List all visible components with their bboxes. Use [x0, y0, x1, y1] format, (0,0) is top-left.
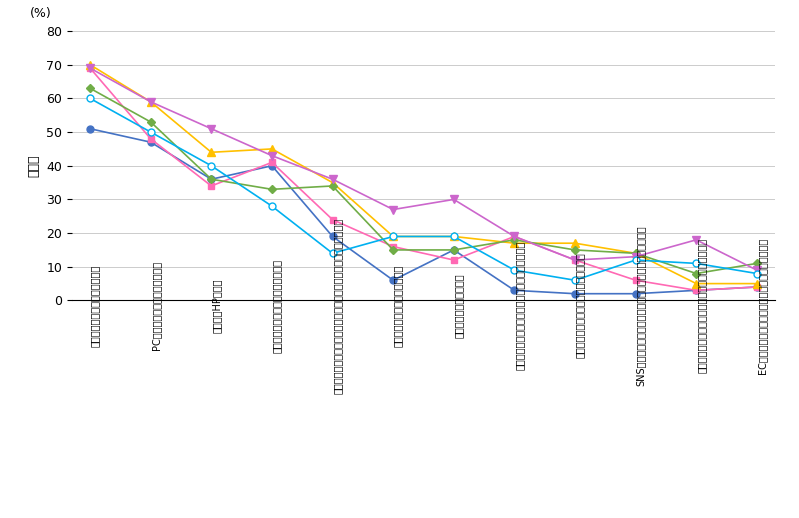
商業・流通業（N=103）: [328, 183, 337, 189]
サービス業（N=78）: [388, 233, 398, 239]
製造業（N=129）: [691, 287, 701, 293]
Text: 外部向けHPを開設: 外部向けHPを開設: [211, 278, 221, 333]
Text: インターネット接続サービスを利用: インターネット接続サービスを利用: [272, 258, 282, 353]
農林水産業・鉱業（N=47）: [449, 247, 459, 253]
情報通信業（N=129）: [449, 196, 459, 203]
商業・流通業（N=103）: [85, 85, 95, 91]
Text: 社内でネットワーク化している: 社内でネットワーク化している: [90, 265, 100, 347]
情報通信業（N=129）: [328, 176, 337, 182]
商業・流通業（N=103）: [631, 250, 641, 256]
製造業（N=129）: [206, 183, 216, 189]
エネルギー・インフラ業（N=134）: [752, 281, 761, 287]
エネルギー・インフラ業（N=134）: [388, 233, 398, 239]
サービス業（N=78）: [146, 129, 156, 135]
Text: ホスティングサービス・ハウジングサービスを利用: ホスティングサービス・ハウジングサービスを利用: [696, 238, 706, 373]
エネルギー・インフラ業（N=134）: [267, 146, 276, 152]
サービス業（N=78）: [206, 163, 216, 169]
サービス業（N=78）: [510, 267, 519, 274]
Line: サービス業（N=78）: サービス業（N=78）: [86, 95, 761, 284]
情報通信業（N=129）: [510, 233, 519, 239]
Text: 外部委託等で独自の業務システムを構築: 外部委託等で独自の業務システムを構築: [575, 253, 585, 358]
Text: 社外（取引先・顧客等）を含めてネットワーク化: 社外（取引先・顧客等）を含めてネットワーク化: [515, 241, 524, 370]
商業・流通業（N=103）: [449, 247, 459, 253]
製造業（N=129）: [510, 233, 519, 239]
農林水産業・鉱業（N=47）: [146, 139, 156, 146]
農林水産業・鉱業（N=47）: [752, 284, 761, 290]
Text: PC等を活用（従業員へ貸与等）: PC等を活用（従業員へ貸与等）: [151, 261, 161, 350]
Line: エネルギー・インフラ業（N=134）: エネルギー・インフラ業（N=134）: [86, 61, 761, 288]
農林水産業・鉱業（N=47）: [85, 126, 95, 132]
Text: クラウドサービスを導入: クラウドサービスを導入: [454, 274, 463, 338]
エネルギー・インフラ業（N=134）: [85, 62, 95, 68]
製造業（N=129）: [146, 136, 156, 142]
Text: SNSアカウント等を活用（情報発信や情報収集・活用等）: SNSアカウント等を活用（情報発信や情報収集・活用等）: [636, 225, 646, 386]
Y-axis label: 回答率: 回答率: [28, 154, 41, 177]
サービス業（N=78）: [267, 203, 276, 209]
エネルギー・インフラ業（N=134）: [510, 240, 519, 247]
農林水産業・鉱業（N=47）: [510, 287, 519, 293]
サービス業（N=78）: [570, 277, 580, 283]
製造業（N=129）: [85, 65, 95, 71]
エネルギー・インフラ業（N=134）: [146, 98, 156, 105]
製造業（N=129）: [449, 257, 459, 263]
商業・流通業（N=103）: [146, 119, 156, 125]
情報通信業（N=129）: [752, 267, 761, 274]
エネルギー・インフラ業（N=134）: [570, 240, 580, 247]
商業・流通業（N=103）: [388, 247, 398, 253]
エネルギー・インフラ業（N=134）: [691, 281, 701, 287]
サービス業（N=78）: [752, 270, 761, 277]
情報通信業（N=129）: [206, 126, 216, 132]
農林水産業・鉱業（N=47）: [206, 176, 216, 182]
情報通信業（N=129）: [146, 98, 156, 105]
サービス業（N=78）: [328, 250, 337, 256]
製造業（N=129）: [752, 284, 761, 290]
製造業（N=129）: [267, 160, 276, 166]
製造業（N=129）: [388, 243, 398, 250]
Text: (%): (%): [30, 7, 51, 20]
サービス業（N=78）: [449, 233, 459, 239]
エネルギー・インフラ業（N=134）: [631, 250, 641, 256]
農林水産業・鉱業（N=47）: [267, 163, 276, 169]
サービス業（N=78）: [691, 260, 701, 266]
エネルギー・インフラ業（N=134）: [206, 149, 216, 155]
情報通信業（N=129）: [570, 257, 580, 263]
農林水産業・鉱業（N=47）: [328, 233, 337, 239]
農林水産業・鉱業（N=47）: [691, 287, 701, 293]
Text: EC（電子商取引）機能を持つウェブサイトを開設: EC（電子商取引）機能を持つウェブサイトを開設: [757, 237, 767, 374]
商業・流通業（N=103）: [267, 186, 276, 193]
商業・流通業（N=103）: [510, 237, 519, 243]
サービス業（N=78）: [85, 95, 95, 102]
Line: 商業・流通業（N=103）: 商業・流通業（N=103）: [87, 85, 760, 276]
製造業（N=129）: [328, 217, 337, 223]
Line: 情報通信業（N=129）: 情報通信業（N=129）: [86, 64, 761, 275]
Text: パッケージソフトウェアを導入: パッケージソフトウェアを導入: [393, 265, 403, 347]
Line: 農林水産業・鉱業（N=47）: 農林水産業・鉱業（N=47）: [86, 125, 761, 297]
情報通信業（N=129）: [691, 237, 701, 243]
エネルギー・インフラ業（N=134）: [328, 180, 337, 186]
情報通信業（N=129）: [267, 152, 276, 159]
情報通信業（N=129）: [388, 206, 398, 212]
製造業（N=129）: [631, 277, 641, 283]
商業・流通業（N=103）: [206, 176, 216, 182]
情報通信業（N=129）: [631, 253, 641, 260]
農林水産業・鉱業（N=47）: [570, 291, 580, 297]
農林水産業・鉱業（N=47）: [631, 291, 641, 297]
Text: モバイル端末（スマホ・タブレット等）を活用（従業員へ貸与等）: モバイル端末（スマホ・タブレット等）を活用（従業員へ貸与等）: [332, 218, 343, 394]
Line: 製造業（N=129）: 製造業（N=129）: [87, 65, 760, 293]
製造業（N=129）: [570, 257, 580, 263]
情報通信業（N=129）: [85, 65, 95, 71]
エネルギー・インフラ業（N=134）: [449, 233, 459, 239]
サービス業（N=78）: [631, 257, 641, 263]
農林水産業・鉱業（N=47）: [388, 277, 398, 283]
商業・流通業（N=103）: [752, 260, 761, 266]
商業・流通業（N=103）: [691, 270, 701, 277]
商業・流通業（N=103）: [570, 247, 580, 253]
